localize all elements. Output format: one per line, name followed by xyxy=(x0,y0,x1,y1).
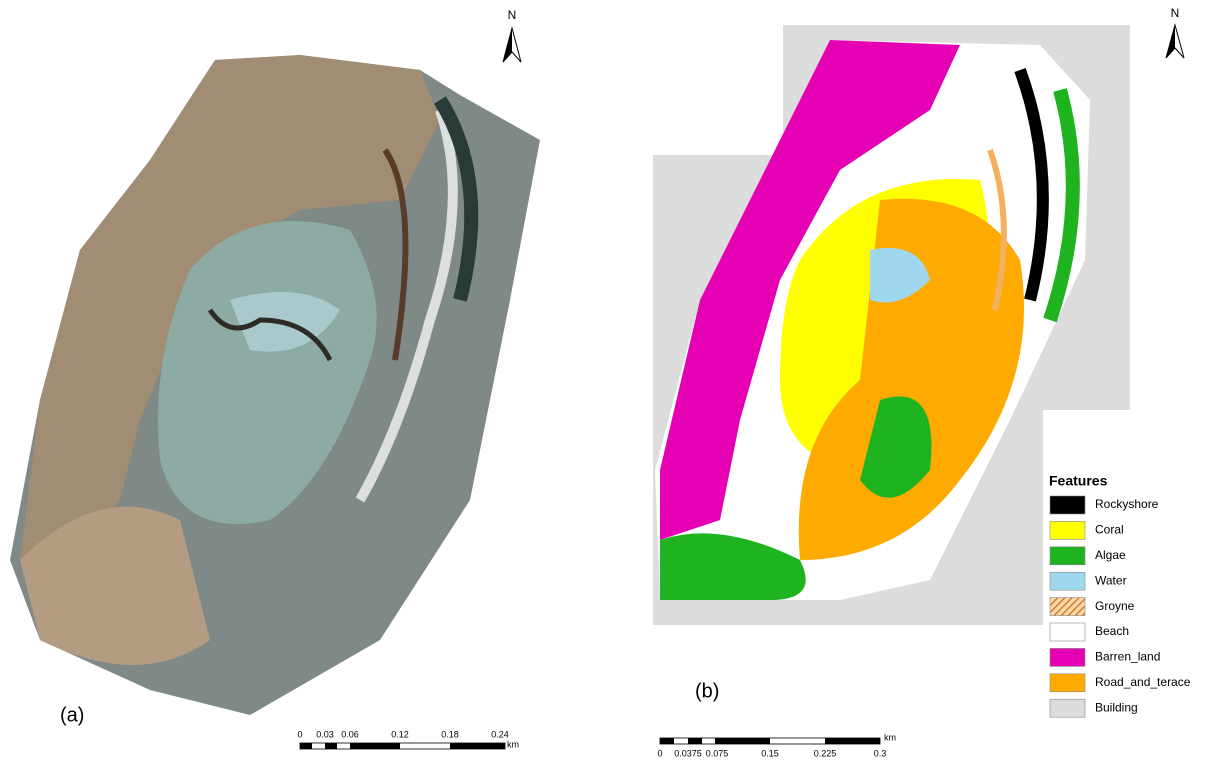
scale-label: 0.0375 xyxy=(674,748,702,758)
scale-label: 0.3 xyxy=(874,748,887,758)
north-label: N xyxy=(508,8,517,22)
scale-label: 0.18 xyxy=(441,729,459,739)
figure: N N (a) (b) 0 0.03 0.06 0.12 0.18 0.24 k… xyxy=(0,0,1211,765)
scale-label: 0 xyxy=(297,729,302,739)
scale-label: 0.225 xyxy=(814,748,837,758)
legend-label: Beach xyxy=(1095,624,1129,638)
scale-label: 0.24 xyxy=(491,729,509,739)
legend-label: Algae xyxy=(1095,548,1126,562)
north-label: N xyxy=(1171,6,1180,20)
legend-swatch xyxy=(1050,699,1085,717)
legend-label: Building xyxy=(1095,700,1138,714)
scale-label: 0.06 xyxy=(341,729,359,739)
scale-unit: km xyxy=(507,739,519,749)
legend-label: Coral xyxy=(1095,523,1124,537)
legend-swatch xyxy=(1050,521,1085,539)
legend-label: Rockyshore xyxy=(1095,497,1159,511)
legend-swatch xyxy=(1050,496,1085,514)
orthophoto xyxy=(10,55,540,715)
legend-label: Groyne xyxy=(1095,599,1135,613)
panel-label: (a) xyxy=(60,704,84,726)
legend-label: Barren_land xyxy=(1095,650,1160,664)
scale-label: 0.03 xyxy=(316,729,334,739)
legend-swatch xyxy=(1050,598,1085,616)
scale-bar: 0 0.03 0.06 0.12 0.18 0.24 km xyxy=(297,729,519,749)
legend-label: Road_and_terace xyxy=(1095,675,1191,689)
classification-map xyxy=(653,25,1211,665)
north-arrow: N xyxy=(1166,6,1184,58)
scale-label: 0.075 xyxy=(706,748,729,758)
legend-swatch xyxy=(1050,623,1085,641)
scale-label: 0 xyxy=(657,748,662,758)
panel-label: (b) xyxy=(695,680,719,702)
scale-label: 0.12 xyxy=(391,729,409,739)
legend-swatch xyxy=(1050,547,1085,565)
legend-title: Features xyxy=(1049,473,1108,489)
legend-swatch xyxy=(1050,572,1085,590)
north-arrow: N xyxy=(503,8,521,62)
legend-swatch xyxy=(1050,674,1085,692)
scale-unit: km xyxy=(884,732,896,742)
legend-swatch xyxy=(1050,648,1085,666)
scale-bar: 0 0.0375 0.075 0.15 0.225 0.3 km xyxy=(657,732,896,758)
legend-label: Water xyxy=(1095,573,1127,587)
scale-label: 0.15 xyxy=(761,748,779,758)
